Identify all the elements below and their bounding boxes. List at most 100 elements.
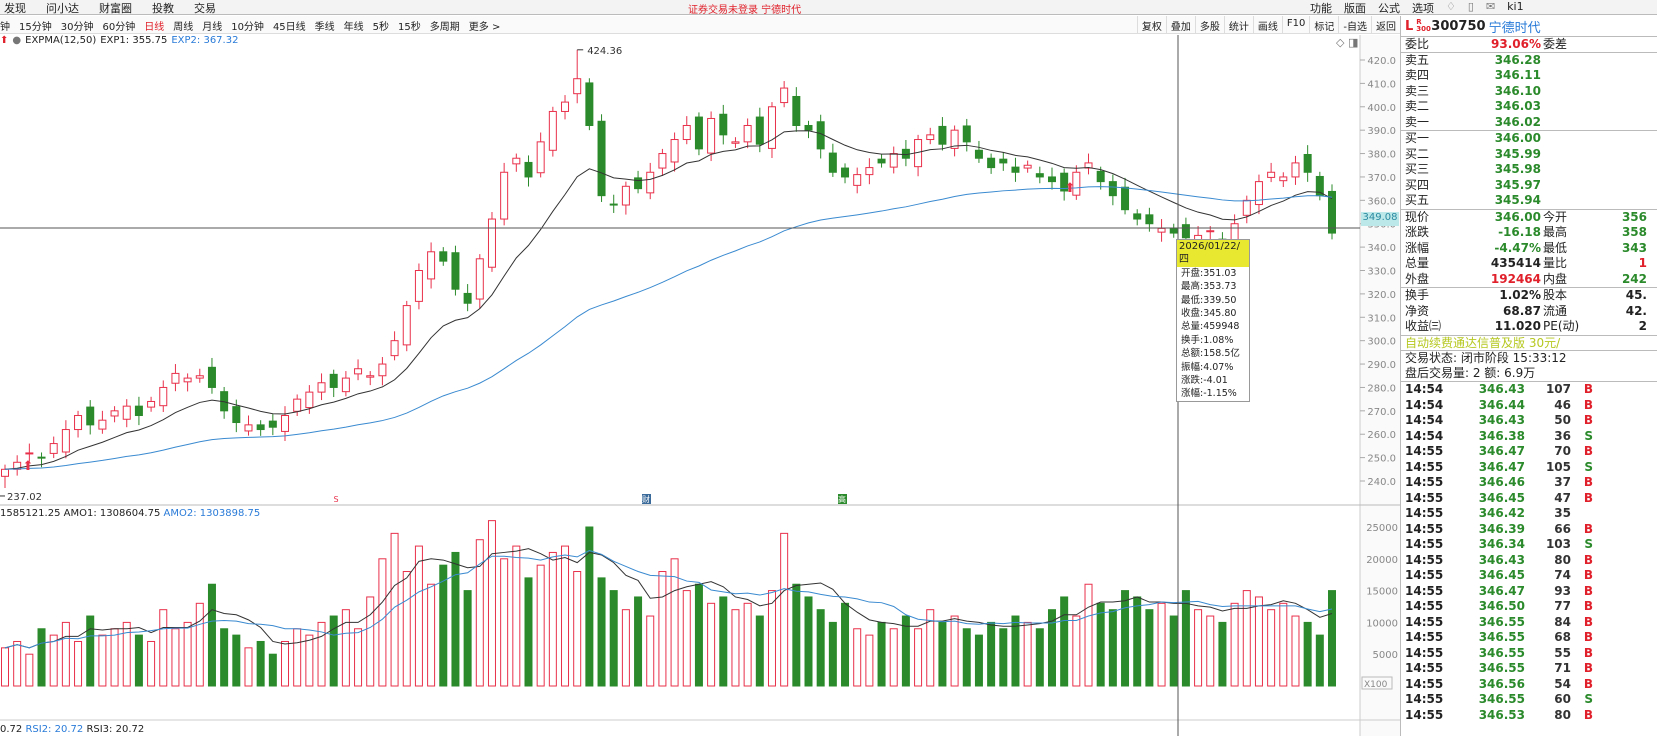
period-tab[interactable]: 季线	[314, 22, 335, 33]
event-marker-label: S	[333, 495, 338, 504]
tick-time: 14:55	[1405, 630, 1444, 644]
label: 流通	[1543, 303, 1568, 318]
status-text: 交易状态: 闭市阶段 15:33:12	[1405, 351, 1567, 365]
volume-bar	[1108, 609, 1117, 687]
toolbar-button[interactable]: F10	[1281, 16, 1309, 34]
price-axis-label: 250.0	[1367, 454, 1396, 465]
period-tab[interactable]: 10分钟	[231, 22, 264, 33]
toolbar-button[interactable]: 复权	[1136, 16, 1166, 34]
toolbar-button[interactable]: 叠加	[1165, 16, 1195, 34]
tick-price: 346.42	[1478, 506, 1525, 520]
price-axis-label: 290.0	[1367, 360, 1396, 371]
menu-item[interactable]: 财富圈	[99, 2, 132, 15]
value: 42.	[1625, 303, 1647, 318]
candle	[1060, 172, 1069, 192]
candle	[743, 124, 752, 143]
period-tab[interactable]: 日线	[144, 22, 165, 33]
tick-row: 14:54 346.43 50 B	[1401, 413, 1657, 429]
toolbar-button[interactable]: 画线	[1252, 16, 1282, 34]
tick-time: 14:55	[1405, 444, 1444, 458]
toolbar-button[interactable]: 多股	[1194, 16, 1224, 34]
period-tab[interactable]: 60分钟	[102, 22, 136, 33]
toolbar-button[interactable]: 标记	[1309, 16, 1338, 34]
tick-price: 346.46	[1478, 475, 1525, 489]
settings-icon[interactable]: ●	[12, 35, 22, 46]
tick-row: 14:54 346.38 36 S	[1401, 429, 1657, 445]
label: 买四	[1405, 177, 1430, 192]
tick-row: 14:54 346.44 46 B	[1401, 398, 1657, 414]
period-tab[interactable]: 5秒	[372, 22, 390, 33]
menu-item[interactable]: 功能	[1310, 2, 1332, 15]
toolbar-button[interactable]: 返回	[1371, 16, 1400, 34]
period-tab[interactable]: 45日线	[272, 22, 306, 33]
quote-row: 外盘 192464 内盘 242	[1401, 272, 1657, 288]
tick-row: 14:55 346.42 35	[1401, 506, 1657, 522]
phone-icon[interactable]: ▯	[1467, 0, 1474, 13]
candle	[1023, 164, 1032, 169]
tick-time: 14:55	[1405, 692, 1444, 706]
period-tab[interactable]: 周线	[173, 22, 194, 33]
volume-bar	[147, 640, 156, 687]
tooltip-line: 总量:459948	[1181, 321, 1240, 333]
tick-side: B	[1583, 521, 1593, 536]
tick-volume: 55	[1554, 645, 1571, 660]
toolbar-button[interactable]: -自选	[1338, 16, 1371, 34]
tick-row: 14:55 346.34 103 S	[1401, 537, 1657, 553]
menu-item[interactable]: 版面	[1344, 2, 1366, 15]
indicator-name[interactable]: EXPMA(12,50)	[25, 35, 97, 46]
volume-bar	[1145, 609, 1154, 687]
after-text: 盘后交易量: 2 额: 6.9万	[1405, 365, 1536, 380]
period-tab[interactable]: 30分钟	[60, 22, 94, 33]
volume-bar	[755, 615, 764, 687]
mail-icon[interactable]: ✉	[1485, 0, 1496, 13]
period-tab[interactable]: 15秒	[398, 22, 421, 33]
menu-item[interactable]: 公式	[1378, 2, 1400, 15]
candle	[658, 153, 667, 169]
candle	[597, 120, 606, 197]
period-tab[interactable]: 15分钟	[19, 22, 52, 33]
price-axis-label: 300.0	[1367, 337, 1396, 348]
volume-bar	[767, 590, 776, 687]
quote-row: 总量 435414 量比 1	[1401, 256, 1657, 272]
menu-item[interactable]: 发现	[4, 2, 26, 15]
toolbar-button[interactable]: 统计	[1223, 16, 1253, 34]
period-tab[interactable]: 月线	[202, 22, 223, 33]
label: 卖三	[1405, 83, 1430, 98]
period-tab[interactable]: 更多 >	[468, 22, 501, 33]
candle	[1303, 153, 1312, 173]
tick-volume: 37	[1554, 475, 1571, 489]
candle	[110, 410, 119, 417]
menu-bar: 发现 问小达 财富圈 投教 交易 证券交易未登录 宁德时代 功能 版面 公式 选项 ♢ ▯ ✉ ki1	[0, 0, 1657, 16]
stock-name: 宁德时代	[1488, 20, 1541, 36]
menu-item[interactable]: 问小达	[46, 2, 79, 15]
volume-bar	[987, 621, 996, 687]
period-tab[interactable]: 年线	[343, 22, 364, 33]
value: 1	[1638, 256, 1647, 270]
candle	[147, 400, 156, 408]
tick-volume: 35	[1554, 506, 1571, 520]
candle	[1267, 171, 1276, 178]
tick-price: 346.43	[1478, 552, 1525, 567]
menu-item[interactable]: 投教	[152, 2, 174, 15]
user-name[interactable]: ki1	[1507, 0, 1524, 13]
tick-time: 14:55	[1405, 676, 1444, 691]
volume-bar	[341, 609, 350, 687]
stock-header[interactable]: L R 300 300750 宁德时代	[1401, 16, 1657, 36]
menu-item[interactable]: 交易	[194, 2, 216, 15]
bell-icon[interactable]: ♢	[1446, 0, 1456, 13]
weibi-row: 委比 93.06% 委差	[1401, 36, 1657, 52]
volume-bar	[670, 558, 679, 687]
period-tab[interactable]: 多周期	[429, 22, 460, 33]
period-tab[interactable]: 钟	[0, 22, 10, 33]
tick-price: 346.44	[1478, 397, 1525, 412]
promo-banner[interactable]: 自动续费通达信普及版 30元/	[1401, 334, 1657, 351]
value: 93.06%	[1491, 37, 1541, 51]
kline-chart[interactable]: ◇◨420.0410.0400.0390.0380.0370.0360.0350…	[0, 0, 1400, 736]
label: 内盘	[1543, 271, 1568, 286]
volume-bar	[366, 596, 375, 687]
menu-item[interactable]: 选项	[1412, 2, 1434, 15]
tick-row: 14:55 346.53 80 B	[1401, 708, 1657, 724]
event-marker	[642, 494, 651, 504]
tick-row: 14:55 346.50 77 B	[1401, 599, 1657, 615]
candle	[37, 456, 46, 459]
